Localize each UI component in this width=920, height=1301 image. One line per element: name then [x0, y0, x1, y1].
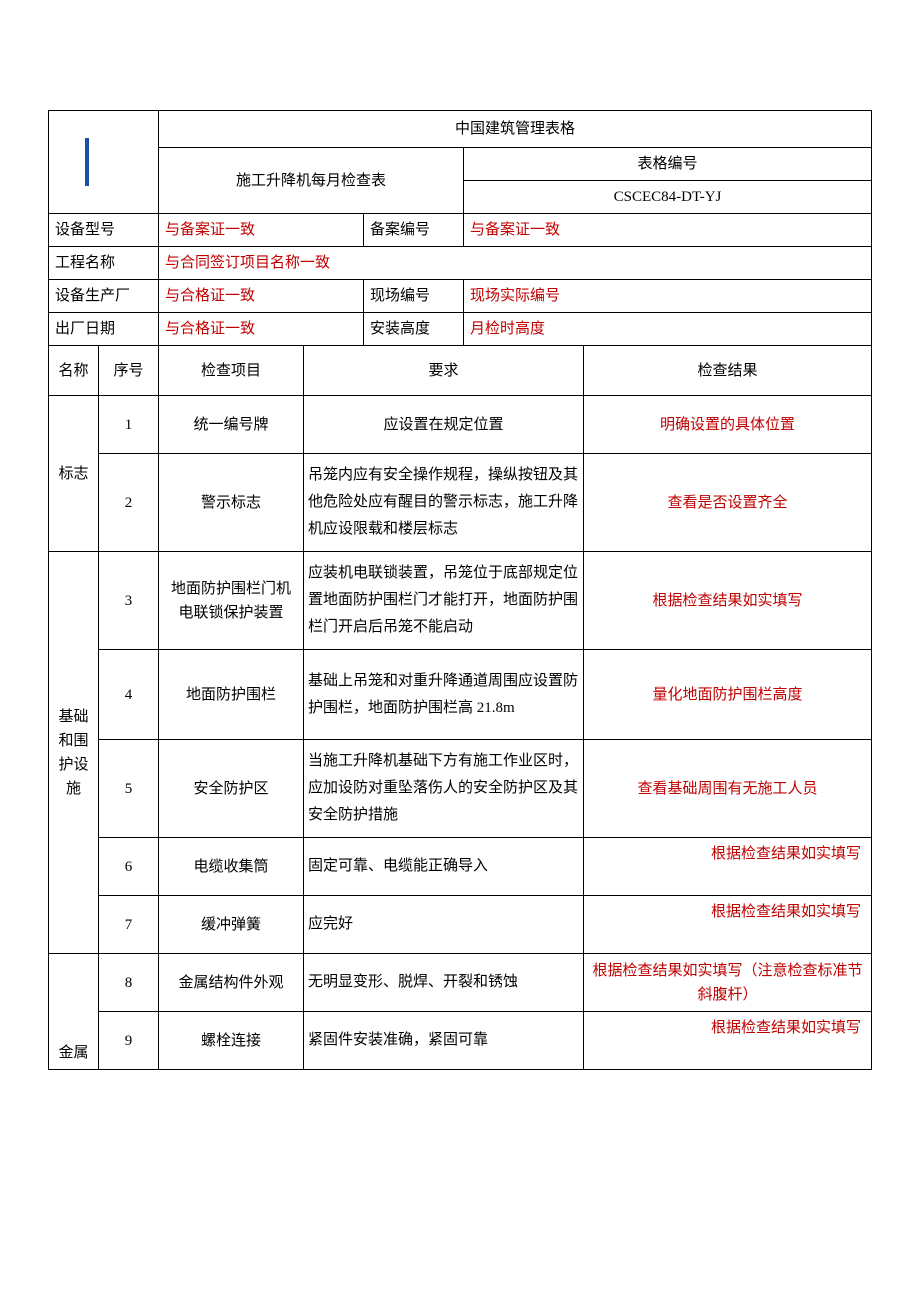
group-3: 金属 — [49, 954, 99, 1070]
r3-idx: 3 — [99, 552, 159, 650]
r6-req: 固定可靠、电缆能正确导入 — [304, 838, 584, 896]
r9-idx: 9 — [99, 1012, 159, 1070]
company-title: 中国建筑管理表格 — [159, 111, 872, 148]
model-value: 与备案证一致 — [159, 214, 364, 247]
site-no-label: 现场编号 — [364, 280, 464, 313]
r6-idx: 6 — [99, 838, 159, 896]
project-value: 与合同签订项目名称一致 — [159, 247, 872, 280]
record-no-label: 备案编号 — [364, 214, 464, 247]
manufacturer-label: 设备生产厂 — [49, 280, 159, 313]
r5-req: 当施工升降机基础下方有施工作业区时，应加设防对重坠落伤人的安全防护区及其安全防护… — [304, 740, 584, 838]
r7-idx: 7 — [99, 896, 159, 954]
r5-item: 安全防护区 — [159, 740, 304, 838]
r4-item: 地面防护围栏 — [159, 650, 304, 740]
col-idx: 序号 — [99, 346, 159, 396]
col-req: 要求 — [304, 346, 584, 396]
r8-item: 金属结构件外观 — [159, 954, 304, 1012]
r4-req: 基础上吊笼和对重升降通道周围应设置防护围栏，地面防护围栏高 21.8m — [304, 650, 584, 740]
r5-result: 查看基础周围有无施工人员 — [584, 740, 872, 838]
r1-result: 明确设置的具体位置 — [584, 396, 872, 454]
form-no-label: 表格编号 — [464, 148, 872, 181]
record-no-value: 与备案证一致 — [464, 214, 872, 247]
col-result: 检查结果 — [584, 346, 872, 396]
r7-req: 应完好 — [304, 896, 584, 954]
install-height-label: 安装高度 — [364, 313, 464, 346]
factory-date-label: 出厂日期 — [49, 313, 159, 346]
r4-result: 量化地面防护围栏高度 — [584, 650, 872, 740]
r8-result: 根据检查结果如实填写（注意检查标准节斜腹杆） — [584, 954, 872, 1012]
site-no-value: 现场实际编号 — [464, 280, 872, 313]
r2-idx: 2 — [99, 454, 159, 552]
col-item: 检查项目 — [159, 346, 304, 396]
group-2: 基础和围护设施 — [49, 552, 99, 954]
r9-item: 螺栓连接 — [159, 1012, 304, 1070]
project-label: 工程名称 — [49, 247, 159, 280]
group-1: 标志 — [49, 396, 99, 552]
r7-result: 根据检查结果如实填写 — [584, 896, 872, 954]
logo-bar-icon — [85, 138, 89, 186]
form-no: CSCEC84-DT-YJ — [464, 181, 872, 214]
r7-item: 缓冲弹簧 — [159, 896, 304, 954]
r4-idx: 4 — [99, 650, 159, 740]
r8-idx: 8 — [99, 954, 159, 1012]
col-name: 名称 — [49, 346, 99, 396]
r2-item: 警示标志 — [159, 454, 304, 552]
r1-req: 应设置在规定位置 — [304, 396, 584, 454]
form-title: 施工升降机每月检查表 — [159, 148, 464, 214]
r2-result: 查看是否设置齐全 — [584, 454, 872, 552]
form-table: 中国建筑管理表格 施工升降机每月检查表 表格编号 CSCEC84-DT-YJ 设… — [48, 110, 872, 1070]
r1-item: 统一编号牌 — [159, 396, 304, 454]
r9-req: 紧固件安装准确，紧固可靠 — [304, 1012, 584, 1070]
r5-idx: 5 — [99, 740, 159, 838]
model-label: 设备型号 — [49, 214, 159, 247]
logo-cell — [49, 111, 159, 214]
r3-req: 应装机电联锁装置，吊笼位于底部规定位置地面防护围栏门才能打开，地面防护围栏门开启… — [304, 552, 584, 650]
r9-result: 根据检查结果如实填写 — [584, 1012, 872, 1070]
factory-date-value: 与合格证一致 — [159, 313, 364, 346]
r6-result: 根据检查结果如实填写 — [584, 838, 872, 896]
install-height-value: 月检时高度 — [464, 313, 872, 346]
r2-req: 吊笼内应有安全操作规程，操纵按钮及其他危险处应有醒目的警示标志，施工升降机应设限… — [304, 454, 584, 552]
r3-item: 地面防护围栏门机电联锁保护装置 — [159, 552, 304, 650]
manufacturer-value: 与合格证一致 — [159, 280, 364, 313]
r6-item: 电缆收集筒 — [159, 838, 304, 896]
r1-idx: 1 — [99, 396, 159, 454]
r3-result: 根据检查结果如实填写 — [584, 552, 872, 650]
r8-req: 无明显变形、脱焊、开裂和锈蚀 — [304, 954, 584, 1012]
